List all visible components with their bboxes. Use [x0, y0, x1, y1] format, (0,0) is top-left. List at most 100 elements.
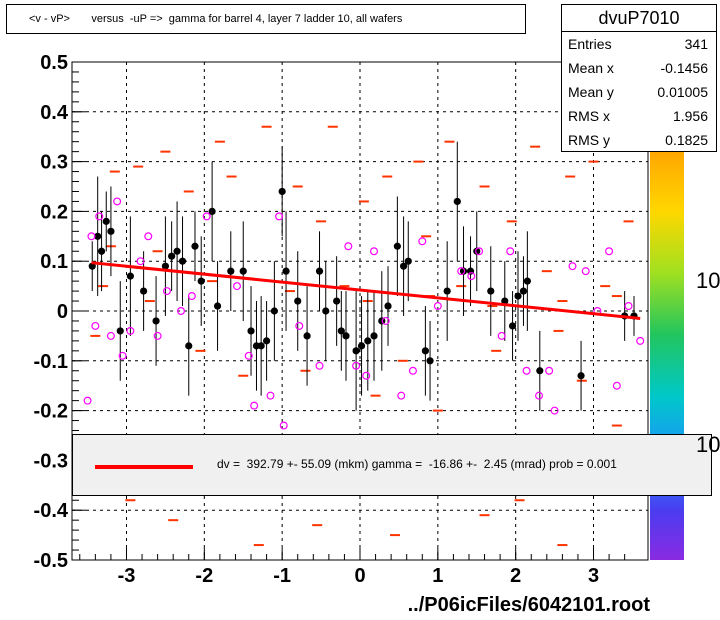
profile-point [473, 247, 481, 255]
x-tick-label: -3 [118, 565, 136, 587]
hollow-marker [126, 326, 135, 335]
x-tick-label: 0 [354, 565, 365, 587]
profile-point [126, 272, 134, 280]
profile-point [523, 277, 531, 285]
profile-point [227, 267, 235, 275]
hollow-marker [344, 242, 353, 251]
hollow-marker [550, 406, 559, 415]
hollow-marker [457, 267, 466, 276]
profile-point [519, 287, 528, 295]
hollow-marker [295, 321, 304, 330]
profile-point [404, 257, 412, 265]
profile-point [536, 367, 544, 375]
color-palette [650, 150, 684, 560]
profile-point [107, 227, 115, 235]
hollow-marker [370, 247, 379, 256]
hollow-marker [162, 287, 171, 296]
stats-row-entries: Entries 341 [568, 36, 708, 52]
profile-point [178, 257, 187, 265]
profile-point [514, 292, 522, 300]
hollow-marker [624, 302, 633, 311]
profile-point [453, 197, 461, 206]
x-tick-label: -2 [195, 565, 213, 587]
file-label: ../P06icFiles/6042101.root [407, 594, 650, 616]
hollow-marker [581, 267, 590, 276]
profile-point [257, 342, 265, 350]
fit-legend-line [95, 465, 193, 469]
y-tick-label: 0.3 [40, 152, 68, 174]
hollow-marker [266, 391, 275, 400]
hollow-marker [315, 361, 324, 370]
hollow-marker [136, 257, 145, 266]
hollow-marker [475, 247, 484, 256]
hollow-marker [187, 292, 196, 301]
stats-box: dvuP7010 Entries 341 Mean x -0.1456 Mean y… [561, 4, 717, 152]
profile-point [191, 242, 199, 250]
profile-point [294, 297, 302, 305]
profile-point [393, 242, 401, 250]
profile-point [459, 267, 468, 275]
profile-point [315, 267, 324, 275]
plot-title: <v - vP> versus -uP => gamma for barrel … [6, 4, 526, 34]
profile-point [352, 347, 360, 355]
hollow-marker [636, 336, 645, 345]
fit-legend: dv = 392.79 +- 55.09 (mkm) gamma = -16.8… [72, 434, 712, 496]
profile-point [173, 247, 181, 255]
hollow-marker [381, 316, 390, 325]
profile-point [303, 332, 311, 340]
stats-row-mean-x: Mean x -0.1456 [568, 60, 708, 76]
y-tick-label: 0.5 [40, 52, 68, 74]
x-tick-label: 1 [432, 565, 443, 587]
profile-point [270, 307, 278, 315]
hollow-marker [275, 212, 284, 221]
y-tick-label: -0.5 [34, 550, 68, 572]
profile-point [337, 327, 345, 335]
palette-label-lower: 10 [696, 432, 720, 457]
profile-point [94, 232, 102, 240]
profile-point [168, 252, 176, 260]
y-tick-label: -0.2 [34, 401, 68, 423]
profile-point [197, 277, 205, 285]
profile-point [399, 262, 408, 270]
hollow-marker [605, 247, 614, 256]
profile-point [140, 287, 148, 295]
profile-point [487, 287, 495, 295]
hollow-marker [522, 366, 531, 375]
x-tick-label: 3 [588, 565, 599, 587]
hollow-marker [545, 366, 554, 375]
hollow-marker [397, 391, 406, 400]
hollow-marker [418, 237, 427, 246]
hollow-marker [83, 396, 92, 405]
profile-point [213, 302, 222, 310]
y-tick-label: 0.4 [40, 102, 69, 124]
fit-line [91, 261, 641, 320]
profile-point [508, 322, 517, 330]
hollow-marker [250, 401, 259, 410]
hollow-marker [95, 212, 104, 221]
profile-point [384, 302, 392, 310]
x-tick-label: 2 [510, 565, 521, 587]
fit-legend-text: dv = 392.79 +- 55.09 (mkm) gamma = -16.8… [217, 457, 617, 471]
hollow-marker [433, 302, 442, 311]
profile-point [161, 262, 170, 270]
hollow-marker [176, 307, 185, 316]
stats-name: dvuP7010 [562, 5, 716, 32]
hollow-marker [202, 212, 211, 221]
hollow-marker [506, 247, 515, 256]
hollow-marker [106, 331, 115, 340]
y-tick-label: -0.4 [34, 500, 69, 522]
profile-point [262, 337, 271, 345]
hollow-marker [352, 361, 361, 370]
profile-point [278, 187, 286, 196]
profile-point [152, 317, 160, 325]
hollow-marker [244, 351, 253, 360]
hollow-marker [408, 366, 417, 375]
hollow-marker [153, 331, 162, 340]
y-tick-label: 0.2 [40, 201, 68, 223]
profile-point [282, 267, 290, 275]
profile-point [501, 297, 509, 305]
palette-label-upper: 10 [696, 268, 720, 293]
profile-point [357, 342, 366, 350]
y-tick-label: -0.3 [34, 450, 68, 472]
profile-point [421, 347, 429, 355]
